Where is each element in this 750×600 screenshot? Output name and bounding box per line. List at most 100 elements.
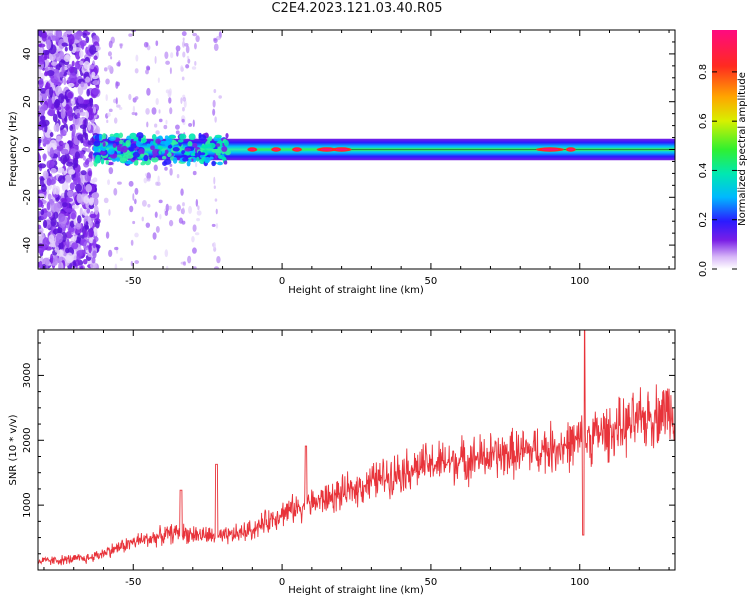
heatmap-cell: [192, 119, 195, 128]
heatmap-cell: [58, 261, 62, 269]
heatmap-cell: [67, 92, 74, 99]
heatmap-cell: [83, 229, 88, 238]
heatmap-cell: [88, 97, 94, 104]
heatmap-cell: [89, 64, 95, 70]
heatmap-cell: [188, 122, 193, 127]
spectrogram-ticks: -50 0 50 100 -40 -20 0 20 40: [22, 29, 675, 287]
heatmap-cell: [60, 197, 68, 203]
heatmap-cell: [195, 35, 200, 43]
heatmap-cell: [115, 157, 121, 162]
heatmap-cell: [46, 211, 52, 218]
heatmap-cell: [180, 97, 183, 104]
heatmap-cell: [85, 220, 89, 231]
heatmap-cell: [214, 134, 222, 139]
heatmap-cell: [169, 168, 173, 176]
spectrogram-panel: -50 0 50 100 -40 -20 0 20 40 Height of straight …: [8, 29, 676, 296]
heatmap-cell: [60, 148, 69, 155]
heatmap-cell: [69, 72, 77, 84]
snr-xtick-label: 100: [570, 577, 589, 588]
heatmap-cell: [91, 256, 96, 264]
heatmap-cell: [188, 205, 192, 214]
heatmap-cell: [68, 44, 74, 52]
heatmap-cell: [59, 167, 65, 173]
heatmap-cell: [108, 136, 116, 141]
heatmap-cell: [134, 187, 139, 195]
heatmap-cell: [115, 81, 119, 89]
heatmap-cell: [134, 159, 139, 166]
heatmap-cell: [194, 152, 198, 157]
heatmap-cell: [46, 70, 55, 77]
heatmap-cell: [157, 175, 160, 183]
heatmap-cell: [181, 118, 185, 123]
heatmap-cell: [84, 159, 90, 166]
heatmap-cell: [134, 112, 138, 116]
heatmap-cell: [74, 48, 81, 60]
spectrogram-ytick-label: -20: [22, 189, 33, 205]
heatmap-cell: [133, 136, 139, 141]
heatmap-cell: [153, 255, 157, 260]
heatmap-cell: [152, 154, 156, 159]
heatmap-cell: [88, 220, 93, 228]
heatmap-cell: [147, 203, 151, 208]
heatmap-cell: [223, 140, 229, 147]
heatmap-cell: [196, 217, 201, 222]
heatmap-cell: [195, 161, 198, 168]
heatmap-cell: [61, 42, 68, 47]
heatmap-cell: [145, 65, 151, 71]
heatmap-cell: [107, 51, 112, 57]
heatmap-cell: [68, 168, 76, 175]
heatmap-cell: [64, 46, 68, 52]
heatmap-cell: [87, 140, 95, 146]
heatmap-cell: [180, 65, 184, 72]
heatmap-cell: [38, 30, 43, 38]
heatmap-cell: [39, 120, 47, 128]
heatmap-cell: [38, 35, 42, 45]
heatmap-cell: [140, 153, 144, 158]
heatmap-cell: [38, 260, 43, 269]
heatmap-cell: [184, 147, 192, 152]
spectrogram-xlabel: Height of straight line (km): [288, 285, 424, 296]
heatmap-cell: [65, 208, 73, 213]
heatmap-cell: [108, 167, 114, 175]
heatmap-cell: [158, 199, 163, 204]
heatmap-cell: [55, 122, 60, 133]
heatmap-cell: [49, 86, 54, 98]
heatmap-cell: [186, 160, 191, 167]
spectrogram-heatmap: [38, 30, 675, 269]
heatmap-cell: [85, 184, 93, 193]
colorbar-ticks: 0.0 0.2 0.4 0.6 0.8: [698, 64, 737, 277]
snr-line: [38, 330, 675, 566]
heatmap-cell: [183, 261, 187, 266]
heatmap-cell: [94, 204, 98, 211]
heatmap-cell: [108, 148, 115, 155]
heatmap-cell: [87, 121, 92, 131]
heatmap-cell: [79, 50, 84, 58]
heatmap-cell: [143, 41, 149, 48]
heatmap-cell: [85, 76, 91, 83]
colorbar-gradient: [712, 30, 737, 269]
heatmap-cell: [60, 108, 66, 119]
heatmap-cell: [38, 224, 42, 230]
heatmap-cell: [80, 170, 87, 176]
heatmap-cell: [95, 220, 100, 229]
heatmap-cell: [102, 133, 107, 140]
heatmap-cell: [108, 40, 113, 49]
heatmap-cell: [129, 205, 134, 213]
heatmap-cell: [175, 130, 180, 135]
colorbar-tick-label: 0.6: [698, 113, 709, 129]
heatmap-cell: [196, 210, 202, 216]
heatmap-cell: [38, 163, 47, 169]
spectrogram-xtick-label: -50: [125, 276, 141, 287]
spectrogram-xtick-label: 50: [425, 276, 438, 287]
heatmap-cell: [181, 76, 185, 81]
heatmap-cell: [79, 60, 84, 65]
heatmap-cell: [117, 181, 122, 185]
heatmap-cell: [121, 145, 128, 153]
heatmap-cell: [167, 144, 173, 149]
heatmap-cell: [81, 42, 85, 50]
heatmap-cell: [88, 161, 94, 167]
heatmap-cell: [105, 160, 110, 165]
heatmap-cell: [145, 222, 151, 228]
heatmap-cell: [192, 170, 197, 176]
heatmap-cell: [69, 182, 75, 191]
